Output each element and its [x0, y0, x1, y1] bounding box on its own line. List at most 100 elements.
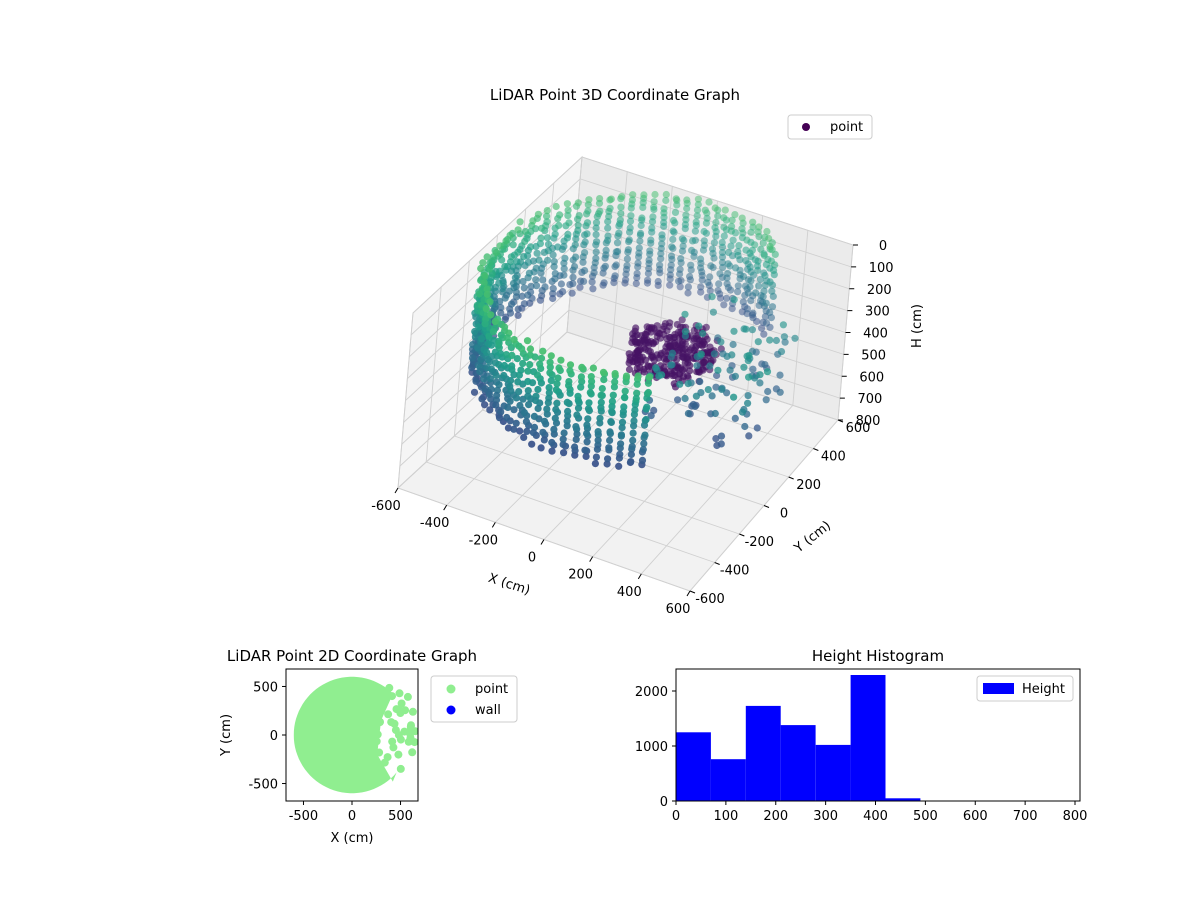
scatter-3d-point	[676, 283, 684, 291]
scatter-3d-point	[495, 279, 503, 287]
scatter-3d-point	[524, 291, 532, 299]
h-tick-label: 800	[856, 414, 881, 429]
scatter-3d-point	[641, 431, 649, 439]
x-tick-label: -500	[289, 809, 319, 824]
y-tick-label: -500	[248, 778, 278, 793]
scatter-3d-point	[692, 218, 700, 226]
scatter-3d-point	[475, 323, 483, 331]
scatter-3d-point	[759, 239, 767, 247]
scatter-3d-point	[704, 386, 712, 394]
scatter-2d-point	[403, 692, 412, 701]
scatter-3d-point	[593, 238, 601, 246]
scatter-3d-point	[768, 287, 776, 295]
scatter-3d-point	[618, 424, 626, 432]
scatter-3d-point	[549, 251, 557, 259]
scatter-3d-point	[583, 421, 591, 429]
scatter-3d-point	[648, 224, 656, 232]
scatter-3d-point	[583, 230, 591, 238]
x-tick-label: 100	[713, 809, 738, 824]
scatter-3d-point	[539, 347, 547, 355]
scatter-2d-point	[394, 750, 403, 759]
scatter-3d-point	[618, 193, 626, 201]
scatter-3d-point	[536, 360, 544, 368]
scatter-3d-point	[647, 236, 655, 244]
scatter-3d-point	[569, 280, 577, 288]
scatter-3d-point	[674, 396, 682, 404]
scatter-3d-point	[564, 206, 572, 214]
scatter-3d-point	[708, 392, 716, 400]
scatter-3d-point	[720, 223, 728, 231]
y-tick-mark	[739, 533, 745, 537]
scatter-3d-point	[594, 436, 602, 444]
scatter-3d-point	[516, 427, 524, 435]
scatter-3d-point	[526, 345, 535, 353]
x-tick-label: 0	[528, 551, 536, 566]
y-tick-label: -600	[695, 592, 725, 607]
grid-line-h	[401, 287, 842, 445]
scatter-3d-point	[486, 406, 494, 414]
scatter-3d-point	[581, 446, 589, 454]
scatter-3d-point	[745, 432, 753, 440]
scatter-3d-point	[696, 378, 704, 386]
scatter-3d-point	[538, 224, 546, 232]
scatter-3d-point	[497, 408, 505, 416]
scatter-3d-point	[697, 255, 705, 263]
scatter-3d-point	[502, 237, 510, 245]
plot-3d-legend: point	[787, 114, 873, 140]
scatter-3d-point	[577, 373, 586, 381]
scatter-3d-point	[640, 337, 648, 345]
scatter-3d-point	[564, 212, 572, 220]
scatter-3d-point	[723, 294, 731, 302]
scatter-3d-point	[519, 359, 527, 368]
scatter-3d-point	[583, 219, 592, 227]
scatter-3d-point	[491, 317, 499, 326]
scatter-3d-point	[629, 429, 637, 437]
y-tick-label: 0	[660, 795, 668, 810]
scatter-3d-point	[556, 211, 564, 219]
scatter-3d-point	[554, 374, 562, 382]
scatter-3d-point	[607, 195, 615, 203]
scatter-3d-point	[487, 311, 495, 319]
scatter-3d-point	[495, 381, 503, 389]
scatter-3d-point	[640, 191, 648, 199]
scatter-3d-point	[657, 250, 665, 258]
scatter-3d-point	[729, 236, 737, 244]
scatter-3d-point	[710, 239, 719, 247]
scatter-3d-point	[560, 265, 568, 273]
scatter-3d-point	[474, 344, 482, 352]
scatter-3d-point	[520, 433, 528, 441]
scatter-3d-point	[699, 329, 707, 338]
scatter-3d-point	[584, 207, 592, 215]
scatter-3d-point	[487, 365, 495, 373]
scatter-3d-point	[699, 246, 708, 254]
scatter-3d-point	[569, 273, 577, 281]
scatter-3d-point	[730, 393, 738, 401]
scatter-3d-point	[485, 332, 493, 340]
scatter-3d-point	[678, 316, 686, 324]
scatter-3d-point	[470, 388, 479, 396]
scatter-3d-point	[711, 204, 719, 212]
scatter-3d-point	[589, 285, 597, 293]
scatter-3d-point	[537, 234, 545, 242]
scatter-3d-point	[687, 261, 695, 269]
scatter-3d-point	[544, 256, 552, 264]
scatter-2d-point	[373, 760, 382, 769]
scatter-3d-point	[530, 412, 539, 420]
scatter-3d-point	[728, 351, 736, 359]
scatter-3d-point	[637, 356, 645, 364]
scatter-3d-point	[682, 211, 690, 219]
scatter-3d-point	[520, 409, 529, 417]
scatter-3d-point	[745, 351, 753, 360]
scatter-3d-point	[602, 251, 610, 259]
scatter-3d-point	[652, 338, 660, 346]
scatter-3d-point	[509, 241, 517, 249]
scatter-3d-point	[516, 401, 524, 410]
scatter-3d-point	[492, 371, 500, 379]
scatter-3d-point	[730, 327, 738, 335]
scatter-3d-point	[514, 248, 522, 256]
scatter-3d-point	[760, 251, 768, 259]
scatter-3d-point	[495, 361, 503, 369]
scatter-3d-point	[580, 277, 588, 285]
scatter-3d-point	[554, 243, 562, 251]
scatter-3d-point	[581, 267, 589, 275]
